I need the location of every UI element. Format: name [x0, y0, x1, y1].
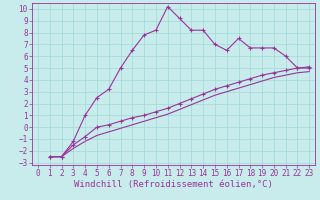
X-axis label: Windchill (Refroidissement éolien,°C): Windchill (Refroidissement éolien,°C): [74, 180, 273, 189]
